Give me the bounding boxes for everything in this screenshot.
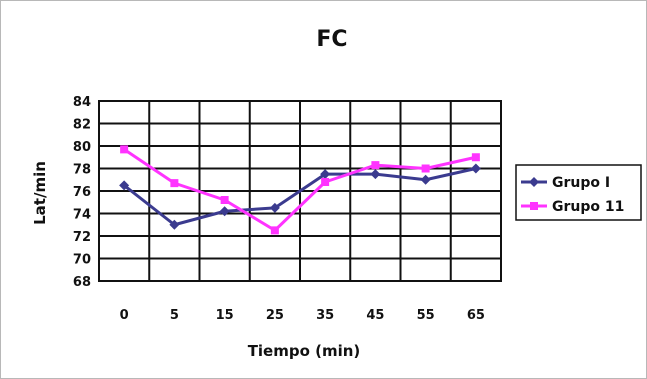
y-tick-label: 72 (73, 230, 91, 245)
legend-item: Grupo 11 (521, 199, 624, 215)
series (119, 163, 481, 230)
y-tick-label: 78 (73, 163, 91, 178)
legend-label: Grupo I (552, 175, 610, 191)
y-tick-label: 70 (73, 253, 91, 268)
series-group (119, 145, 481, 235)
data-point (270, 226, 279, 235)
data-point (120, 145, 129, 154)
plot-area (98, 100, 502, 282)
y-axis-ticks: 68 70 72 74 76 78 80 82 84 (73, 95, 91, 290)
y-tick-label: 76 (73, 185, 91, 200)
data-point (470, 163, 481, 174)
data-point (420, 174, 431, 185)
y-tick-label: 82 (73, 118, 91, 133)
legend: Grupo I Grupo 11 (515, 164, 642, 221)
data-point (320, 169, 331, 180)
x-tick-label: 0 (120, 308, 129, 323)
x-tick-label: 25 (266, 308, 284, 323)
data-point (471, 153, 480, 162)
x-tick-label: 35 (316, 308, 334, 323)
x-tick-label: 15 (216, 308, 234, 323)
series (120, 145, 480, 235)
legend-box (515, 164, 642, 221)
chart-title: FC (316, 27, 347, 52)
data-point (220, 196, 229, 204)
legend-item: Grupo I (521, 175, 610, 191)
series-line (123, 148, 477, 232)
x-axis-label: Tiempo (min) (248, 342, 361, 360)
x-tick-label: 5 (170, 308, 179, 323)
data-point (269, 202, 280, 213)
y-tick-label: 84 (73, 95, 91, 110)
data-point (169, 219, 180, 230)
data-point (370, 169, 381, 180)
series-line (123, 167, 477, 227)
data-point (421, 164, 430, 173)
legend-label: Grupo 11 (552, 199, 624, 215)
y-tick-label: 74 (73, 208, 91, 223)
data-point (371, 161, 380, 170)
x-tick-label: 55 (417, 308, 435, 323)
x-axis-ticks: 0 5 15 25 35 45 55 65 (120, 308, 485, 323)
data-point (530, 202, 538, 210)
data-point (529, 177, 539, 187)
y-axis-label: Lat/min (31, 161, 49, 225)
data-point (321, 178, 330, 186)
x-tick-label: 65 (467, 308, 485, 323)
x-tick-label: 45 (366, 308, 384, 323)
data-point (119, 180, 130, 191)
data-point (170, 179, 179, 188)
data-point (219, 206, 230, 217)
y-tick-label: 68 (73, 275, 91, 290)
y-tick-label: 80 (73, 140, 91, 155)
